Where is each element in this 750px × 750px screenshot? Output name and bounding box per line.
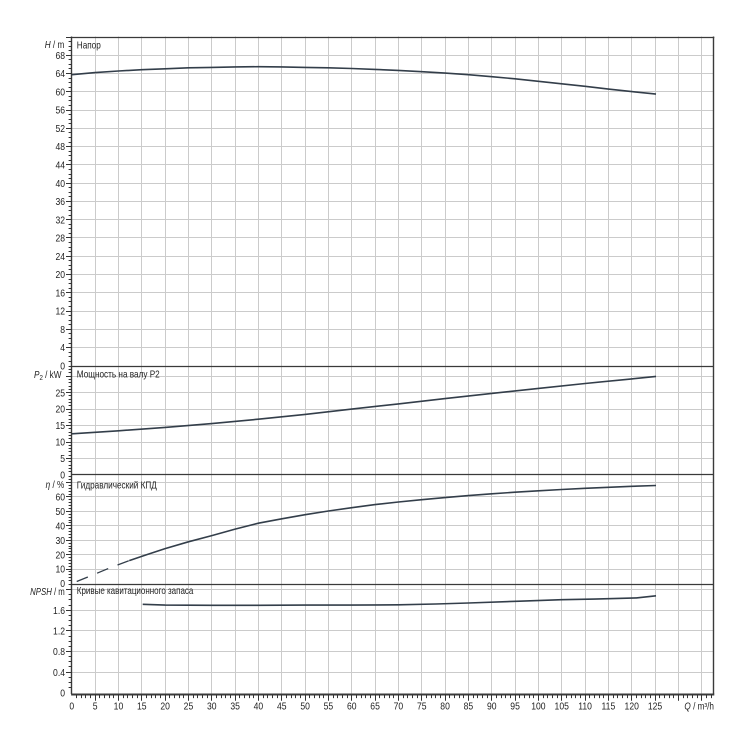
svg-text:0: 0: [60, 470, 65, 481]
svg-text:20: 20: [55, 404, 65, 415]
svg-text:15: 15: [137, 701, 147, 712]
svg-text:85: 85: [464, 701, 474, 712]
svg-text:65: 65: [370, 701, 380, 712]
svg-text:90: 90: [487, 701, 497, 712]
svg-text:0.4: 0.4: [53, 667, 65, 678]
svg-text:10: 10: [55, 564, 65, 575]
svg-text:10: 10: [114, 701, 124, 712]
svg-text:60: 60: [55, 492, 65, 503]
svg-text:30: 30: [207, 701, 217, 712]
svg-text:12: 12: [55, 306, 65, 317]
svg-text:68: 68: [55, 50, 65, 61]
svg-text:24: 24: [55, 251, 65, 262]
svg-text:5: 5: [60, 454, 65, 465]
svg-text:20: 20: [55, 550, 65, 561]
svg-text:95: 95: [510, 701, 520, 712]
svg-text:125: 125: [648, 701, 662, 712]
svg-text:Мощность на валу P2: Мощность на валу P2: [77, 369, 160, 380]
svg-text:20: 20: [55, 270, 65, 281]
svg-text:1.6: 1.6: [53, 605, 65, 616]
svg-text:40: 40: [55, 178, 65, 189]
svg-text:36: 36: [55, 197, 65, 208]
svg-text:0: 0: [60, 688, 65, 699]
svg-text:P2 / kW: P2 / kW: [34, 369, 62, 382]
svg-text:70: 70: [394, 701, 404, 712]
svg-text:55: 55: [324, 701, 334, 712]
svg-text:28: 28: [55, 233, 65, 244]
svg-text:25: 25: [55, 388, 65, 399]
svg-text:5: 5: [93, 701, 98, 712]
svg-text:1.2: 1.2: [53, 626, 65, 637]
svg-text:45: 45: [277, 701, 287, 712]
svg-text:0.8: 0.8: [53, 647, 65, 658]
svg-text:56: 56: [55, 105, 65, 116]
svg-text:0: 0: [69, 701, 74, 712]
svg-text:NPSH / m: NPSH / m: [30, 586, 65, 597]
svg-text:Кривые кавитационного запаса: Кривые кавитационного запаса: [77, 585, 194, 596]
svg-text:60: 60: [55, 87, 65, 98]
svg-text:0: 0: [60, 361, 65, 372]
svg-text:4: 4: [60, 343, 65, 354]
svg-text:Гидравлический КПД: Гидравлический КПД: [77, 480, 158, 491]
svg-text:40: 40: [254, 701, 264, 712]
svg-text:20: 20: [160, 701, 170, 712]
svg-text:50: 50: [55, 506, 65, 517]
svg-text:80: 80: [440, 701, 450, 712]
svg-text:32: 32: [55, 215, 65, 226]
svg-text:115: 115: [602, 701, 616, 712]
svg-text:48: 48: [55, 142, 65, 153]
svg-text:Напор: Напор: [77, 40, 101, 51]
svg-text:30: 30: [55, 535, 65, 546]
svg-text:44: 44: [55, 160, 65, 171]
svg-text:50: 50: [300, 701, 310, 712]
svg-text:64: 64: [55, 69, 65, 80]
svg-text:110: 110: [578, 701, 592, 712]
svg-text:100: 100: [531, 701, 545, 712]
svg-text:25: 25: [184, 701, 194, 712]
svg-text:H / m: H / m: [45, 39, 65, 50]
svg-text:10: 10: [55, 437, 65, 448]
svg-text:15: 15: [55, 421, 65, 432]
svg-text:Q / m³/h: Q / m³/h: [684, 701, 714, 712]
svg-text:105: 105: [555, 701, 569, 712]
svg-text:60: 60: [347, 701, 357, 712]
svg-text:35: 35: [230, 701, 240, 712]
svg-text:75: 75: [417, 701, 427, 712]
svg-text:8: 8: [60, 324, 65, 335]
svg-text:0: 0: [60, 579, 65, 590]
svg-text:40: 40: [55, 521, 65, 532]
svg-text:120: 120: [625, 701, 639, 712]
svg-text:η / %: η / %: [46, 479, 65, 490]
svg-text:52: 52: [55, 123, 65, 134]
svg-text:16: 16: [55, 288, 65, 299]
